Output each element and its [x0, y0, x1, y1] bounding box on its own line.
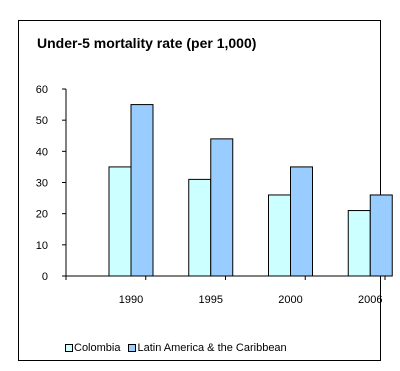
y-tick-label-20: 20: [36, 209, 48, 221]
bar-latin-america-1990: [130, 104, 154, 277]
bar-colombia-2006: [347, 210, 371, 277]
legend-label-latin-america: Latin America & the Caribbean: [137, 342, 287, 354]
legend-item-latin-america: Latin America & the Caribbean: [128, 342, 287, 354]
y-tick-label-60: 60: [36, 84, 48, 96]
x-tick-label-1990: 1990: [119, 294, 143, 306]
y-tick-label-40: 40: [36, 146, 48, 158]
x-tick-label-2006: 2006: [358, 294, 382, 306]
legend-swatch-latin-america: [128, 344, 137, 352]
bar-colombia-1995: [188, 178, 212, 277]
bar-colombia-1990: [108, 166, 132, 277]
chart-legend: Colombia Latin America & the Caribbean: [65, 342, 295, 354]
chart-title: Under-5 mortality rate (per 1,000): [37, 35, 257, 51]
y-tick-label-10: 10: [36, 240, 48, 252]
x-tick-label-2000: 2000: [278, 294, 302, 306]
bar-latin-america-2000: [290, 166, 313, 277]
y-tick-label-50: 50: [36, 115, 48, 127]
legend-label-colombia: Colombia: [74, 342, 121, 354]
x-tick-label-1995: 1995: [199, 294, 223, 306]
bar-latin-america-1995: [210, 138, 234, 277]
y-tick-label-30: 30: [36, 178, 48, 190]
y-tick-label-0: 0: [42, 271, 48, 283]
legend-item-colombia: Colombia: [65, 342, 120, 354]
legend-swatch-colombia: [65, 344, 73, 352]
bar-latin-america-2006: [369, 194, 393, 277]
bar-colombia-2000: [268, 194, 291, 277]
